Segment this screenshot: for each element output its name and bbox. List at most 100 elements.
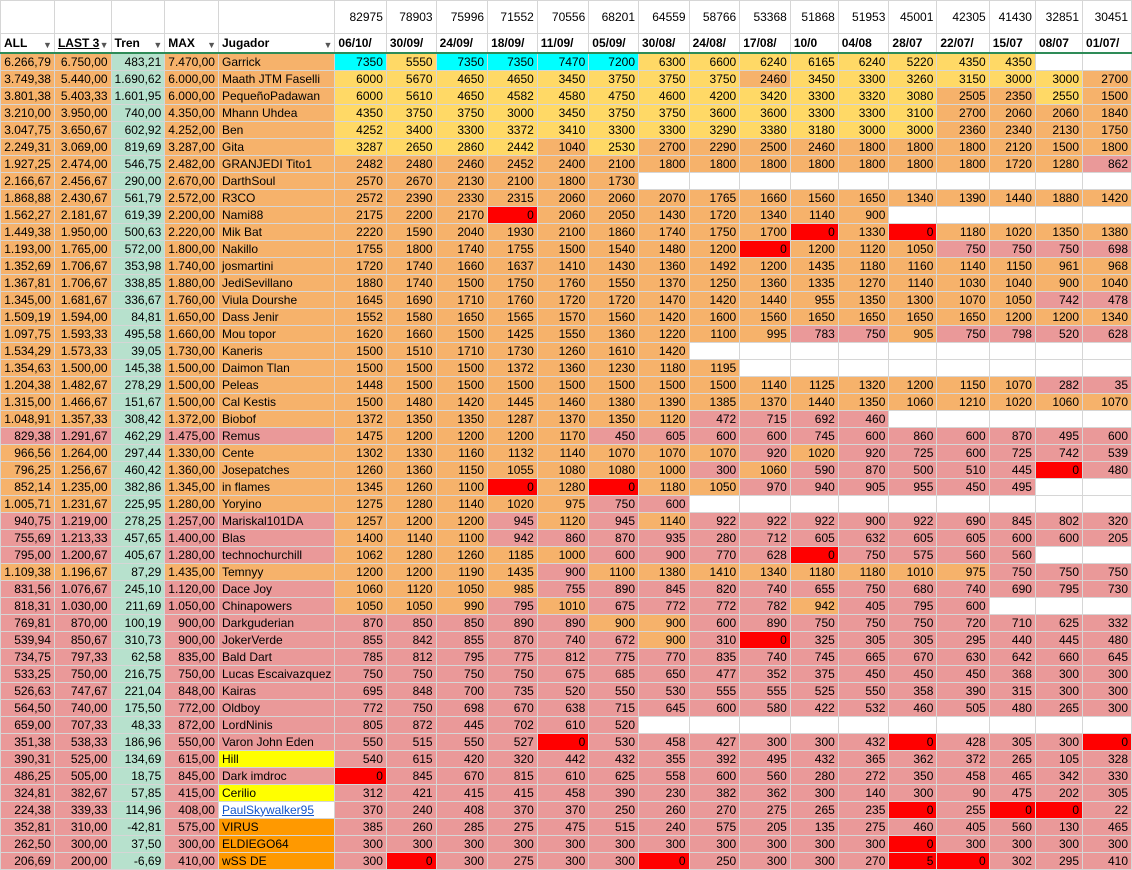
cell-score[interactable]: 1420 (1082, 188, 1132, 207)
cell-score[interactable]: 1070 (988, 375, 1036, 394)
cell-all[interactable]: 564,50 (0, 698, 55, 717)
cell-player[interactable]: Bald Dart (217, 647, 336, 666)
cell-all[interactable]: 1.868,88 (0, 188, 55, 207)
cell-score[interactable]: 1470 (638, 290, 690, 309)
cell-score[interactable]: 1180 (936, 222, 990, 241)
cell-score[interactable]: 7350 (334, 52, 387, 71)
cell-score[interactable]: 702 (487, 715, 538, 734)
cell-trend[interactable]: 336,67 (110, 290, 166, 309)
cell-score[interactable]: 368 (988, 664, 1036, 683)
cell-score[interactable]: 2100 (536, 222, 590, 241)
cell-score[interactable]: 300 (638, 834, 690, 853)
cell-score[interactable]: 940 (789, 477, 839, 496)
cell-score[interactable] (936, 494, 990, 513)
cell-last[interactable]: 5.403,33 (53, 86, 112, 105)
cell-score[interactable]: 1720 (588, 290, 639, 309)
cell-score[interactable]: 1800 (837, 137, 890, 156)
cell-score[interactable]: 1120 (837, 239, 890, 258)
cell-score[interactable]: 935 (638, 528, 690, 547)
cell-score[interactable]: 970 (739, 477, 791, 496)
cell-score[interactable]: 650 (638, 664, 690, 683)
cell-player[interactable]: Daimon Tlan (217, 358, 336, 377)
cell-score[interactable]: 1440 (789, 392, 839, 411)
cell-score[interactable]: 1132 (487, 443, 538, 462)
cell-score[interactable]: 1350 (385, 409, 437, 428)
cell-score[interactable]: 1200 (435, 511, 489, 530)
cell-score[interactable] (988, 494, 1036, 513)
cell-score[interactable]: 1372 (487, 358, 538, 377)
cell-score[interactable]: 1480 (385, 392, 437, 411)
cell-score[interactable]: 660 (1034, 647, 1084, 666)
cell-trend[interactable]: 619,39 (110, 205, 166, 224)
cell-score[interactable]: 445 (1034, 630, 1084, 649)
cell-score[interactable]: 300 (789, 732, 839, 751)
cell-max[interactable]: 845,00 (164, 766, 219, 785)
cell-score[interactable] (837, 494, 890, 513)
cell-score[interactable]: 600 (739, 426, 791, 445)
cell-score[interactable]: 1660 (739, 188, 791, 207)
cell-last[interactable]: 310,00 (53, 817, 112, 836)
cell-all[interactable]: 940,75 (0, 511, 55, 530)
cell-score[interactable]: 1050 (888, 239, 938, 258)
cell-player[interactable]: Viula Dourshe (217, 290, 336, 309)
cell-score[interactable]: 3300 (789, 103, 839, 122)
cell-score[interactable]: 300 (1082, 681, 1132, 700)
cell-all[interactable]: 1.097,75 (0, 324, 55, 343)
cell-score[interactable]: 1660 (385, 324, 437, 343)
header-last[interactable]: LAST 3 ▼ (53, 33, 112, 54)
cell-score[interactable]: 5 (888, 851, 938, 870)
cell-max[interactable]: 1.740,00 (164, 256, 219, 275)
cell-score[interactable]: 525 (789, 681, 839, 700)
cell-score[interactable]: 922 (739, 511, 791, 530)
cell-score[interactable]: 1760 (487, 290, 538, 309)
cell-player[interactable]: Kairas (217, 681, 336, 700)
cell-score[interactable]: 300 (789, 851, 839, 870)
cell-score[interactable]: 785 (334, 647, 387, 666)
cell-score[interactable] (739, 171, 791, 190)
cell-max[interactable]: 7.470,00 (164, 52, 219, 71)
cell-score[interactable]: 700 (435, 681, 489, 700)
cell-player[interactable]: Yoryino (217, 494, 336, 513)
cell-trend[interactable]: 39,05 (110, 341, 166, 360)
cell-player[interactable]: Cal Kestis (217, 392, 336, 411)
cell-score[interactable]: 392 (688, 749, 741, 768)
cell-score[interactable]: 2700 (638, 137, 690, 156)
cell-all[interactable]: 3.801,38 (0, 86, 55, 105)
cell-last[interactable]: 1.681,67 (53, 290, 112, 309)
cell-score[interactable]: 2170 (435, 205, 489, 224)
cell-score[interactable]: 985 (487, 579, 538, 598)
cell-score[interactable]: 2700 (1082, 69, 1132, 88)
cell-score[interactable]: 1560 (789, 188, 839, 207)
cell-score[interactable]: 270 (837, 851, 890, 870)
cell-all[interactable]: 3.210,00 (0, 103, 55, 122)
cell-score[interactable] (638, 715, 690, 734)
cell-score[interactable]: 7470 (536, 52, 590, 71)
cell-score[interactable]: 295 (1034, 851, 1084, 870)
cell-score[interactable]: 1040 (988, 273, 1036, 292)
header-date[interactable]: 04/08 (837, 33, 890, 54)
cell-score[interactable]: 3300 (638, 120, 690, 139)
cell-trend[interactable]: 483,21 (110, 52, 166, 71)
cell-score[interactable]: 1480 (638, 239, 690, 258)
cell-score[interactable]: 2390 (385, 188, 437, 207)
cell-score[interactable]: 1120 (536, 511, 590, 530)
cell-score[interactable] (1082, 494, 1132, 513)
cell-score[interactable]: 900 (837, 205, 890, 224)
cell-score[interactable]: 265 (988, 749, 1036, 768)
cell-score[interactable]: 3150 (936, 69, 990, 88)
cell-score[interactable]: 795 (487, 596, 538, 615)
cell-score[interactable]: 458 (638, 732, 690, 751)
cell-score[interactable]: 250 (688, 851, 741, 870)
cell-score[interactable]: 782 (739, 596, 791, 615)
cell-score[interactable]: 2120 (988, 137, 1036, 156)
cell-score[interactable]: 1620 (334, 324, 387, 343)
cell-score[interactable]: 3300 (837, 103, 890, 122)
cell-score[interactable]: 450 (588, 426, 639, 445)
cell-score[interactable]: 600 (1082, 426, 1132, 445)
cell-score[interactable]: 1050 (385, 596, 437, 615)
cell-score[interactable] (988, 358, 1036, 377)
cell-score[interactable]: 1287 (487, 409, 538, 428)
cell-score[interactable]: 1360 (385, 460, 437, 479)
cell-score[interactable]: 605 (789, 528, 839, 547)
cell-score[interactable]: 1650 (435, 307, 489, 326)
